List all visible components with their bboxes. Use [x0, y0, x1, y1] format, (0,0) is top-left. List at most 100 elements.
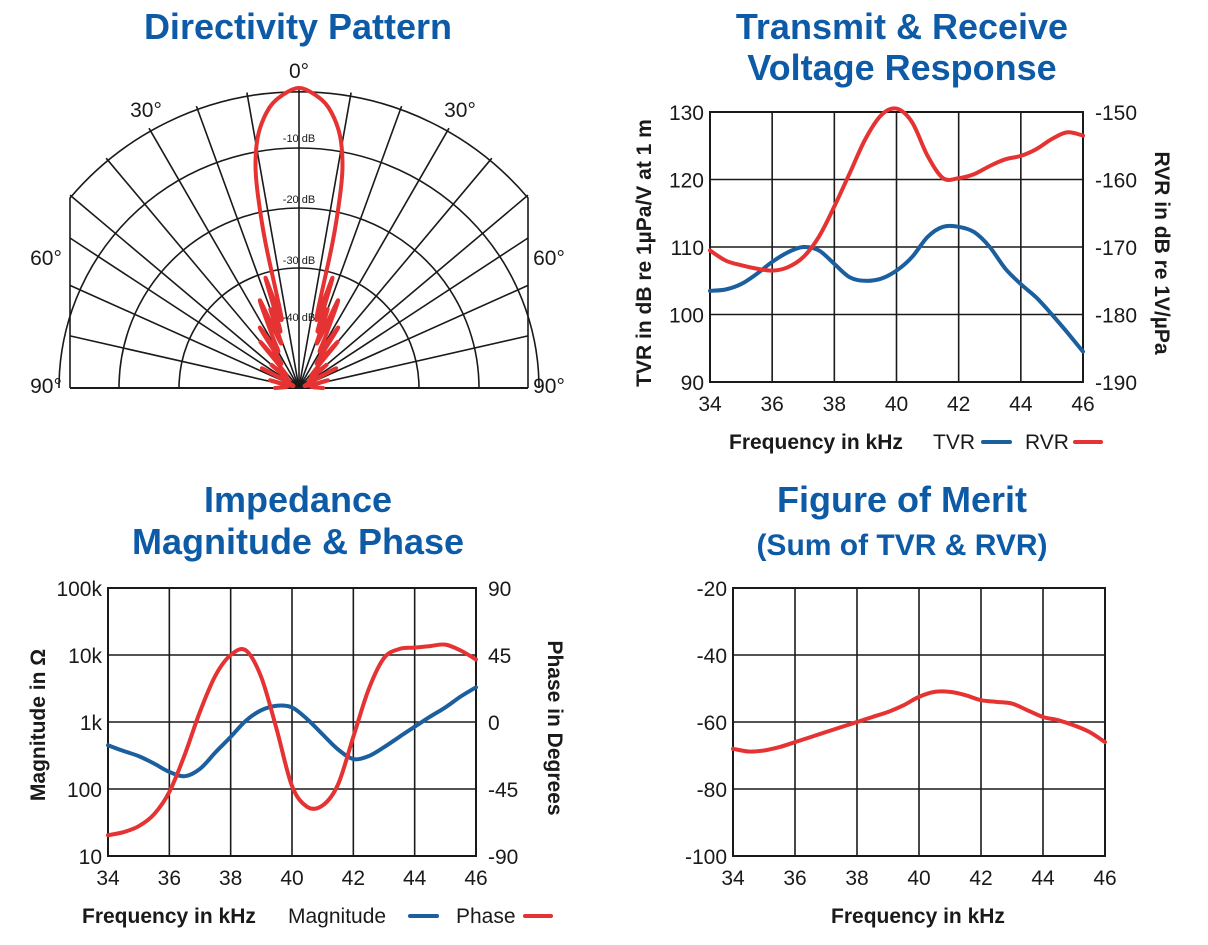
x-tick-label: 42 [969, 867, 992, 890]
y-tick-label: 10 [79, 846, 102, 869]
figure-of-merit-title: Figure of Merit [777, 479, 1027, 520]
x-tick-label: 44 [1031, 867, 1055, 890]
x-tick-label: 46 [1071, 393, 1094, 416]
angle-label-0: 0° [289, 60, 309, 83]
angle-label-90-left: 90° [30, 375, 62, 398]
y2-tick-label: -150 [1095, 102, 1137, 125]
phase-line [106, 642, 478, 838]
legend-tvr-label: TVR [933, 431, 975, 454]
x-tick-label: 36 [760, 393, 783, 416]
x-tick-label: 42 [947, 393, 970, 416]
y-tick-label: -40 [697, 645, 727, 668]
y-tick-label: 100 [669, 305, 704, 328]
figure-of-merit-subtitle: (Sum of TVR & RVR) [756, 529, 1047, 562]
y2-tick-label: 45 [488, 645, 511, 668]
x-tick-label: 42 [342, 867, 365, 890]
y2-tick-label: -170 [1095, 237, 1137, 260]
figure-of-merit-tick-labels: 34 36 38 40 42 44 46 -20 -40 -60 -80 -100 [685, 578, 1117, 890]
impedance-x-label: Frequency in kHz [82, 905, 256, 928]
y2-tick-label: 90 [488, 578, 511, 601]
y-tick-label: 100k [56, 578, 102, 601]
angle-spoke [69, 335, 300, 389]
y-tick-label: 100 [67, 779, 102, 802]
y2-tick-label: 0 [488, 712, 500, 735]
y2-tick-label: -180 [1095, 305, 1137, 328]
magnitude-line [106, 685, 478, 779]
x-tick-label: 34 [96, 867, 120, 890]
x-tick-label: 40 [280, 867, 303, 890]
impedance-title-line1: Impedance [204, 479, 392, 520]
y2-tick-label: -160 [1095, 170, 1137, 193]
x-tick-label: 38 [219, 867, 242, 890]
figure-of-merit-grid [732, 587, 1106, 857]
ring-label-20db: -20 dB [283, 194, 315, 206]
y-tick-label: 110 [671, 237, 704, 260]
angle-label-30-left: 30° [130, 99, 162, 122]
legend-phase-label: Phase [456, 905, 516, 928]
voltage-response-title-line2: Voltage Response [747, 47, 1056, 88]
x-tick-label: 46 [1093, 867, 1116, 890]
y-tick-label: 90 [681, 372, 704, 395]
angle-spoke [69, 284, 300, 389]
rvr-axis-label: RVR in dB re 1V/µPa [1150, 151, 1173, 354]
angle-label-90-right: 90° [533, 375, 565, 398]
x-tick-label: 40 [907, 867, 930, 890]
impedance-panel: Impedance Magnitude & Phase 34 36 38 40 42 44… [27, 479, 566, 928]
legend-magnitude-label: Magnitude [288, 905, 386, 928]
phase-axis-label: Phase in Degrees [543, 640, 566, 815]
ring-label-30db: -30 dB [283, 255, 315, 267]
y-tick-label: -80 [697, 779, 727, 802]
voltage-response-x-label: Frequency in kHz [729, 431, 903, 454]
angle-label-60-right: 60° [533, 247, 565, 270]
y-tick-label: 120 [669, 170, 704, 193]
ring-label-40db: -40 dB [283, 312, 315, 324]
rvr-line [708, 106, 1085, 273]
plot-frame [107, 587, 477, 857]
angle-spoke [298, 237, 529, 389]
y2-tick-label: -90 [488, 846, 518, 869]
legend-rvr-label: RVR [1025, 431, 1069, 454]
angle-spoke [69, 237, 300, 389]
figure-of-merit-panel: Figure of Merit (Sum of TVR & RVR) 34 36 3… [685, 479, 1117, 928]
angle-label-60-left: 60° [30, 247, 62, 270]
x-tick-label: 44 [1009, 393, 1033, 416]
x-tick-label: 44 [403, 867, 427, 890]
angle-spoke [298, 194, 529, 389]
y-tick-label: 1k [80, 712, 103, 735]
y-tick-label: 130 [669, 102, 704, 125]
angle-spoke [69, 194, 300, 389]
angle-spoke [298, 335, 529, 389]
tvr-axis-label: TVR in dB re 1µPa/V at 1 m [633, 119, 656, 387]
x-tick-label: 40 [885, 393, 908, 416]
plot-frame [732, 587, 1106, 857]
fom-line [731, 689, 1107, 754]
plot-frame [709, 111, 1084, 383]
impedance-title-line2: Magnitude & Phase [132, 521, 464, 562]
x-tick-label: 46 [464, 867, 487, 890]
figure-of-merit-x-label: Frequency in kHz [831, 905, 1005, 928]
magnitude-axis-label: Magnitude in Ω [27, 649, 50, 801]
x-tick-label: 34 [698, 393, 722, 416]
y-tick-label: -60 [697, 712, 727, 735]
x-tick-label: 34 [721, 867, 745, 890]
voltage-response-tick-labels: 34 36 38 40 42 44 46 130 120 110 100 90 -150 -160 -170… [669, 102, 1137, 416]
directivity-title: Directivity Pattern [144, 6, 452, 47]
impedance-tick-labels: 34 36 38 40 42 44 46 100k 10k 1k 100 10 90 45 0 -45 -90 [56, 578, 518, 890]
x-tick-label: 38 [845, 867, 868, 890]
voltage-response-grid [709, 111, 1084, 383]
x-tick-label: 36 [783, 867, 806, 890]
x-tick-label: 38 [823, 393, 846, 416]
voltage-response-title-line1: Transmit & Receive [736, 6, 1068, 47]
y2-tick-label: -190 [1095, 372, 1137, 395]
ring-label-10db: -10 dB [283, 133, 315, 145]
y-tick-label: -100 [685, 846, 727, 869]
voltage-response-panel: Transmit & Receive Voltage Response 34 36… [633, 6, 1173, 454]
beam-pattern-trace [253, 86, 345, 390]
x-tick-label: 36 [158, 867, 181, 890]
tvr-line [708, 223, 1085, 354]
angle-spoke [298, 284, 529, 389]
angle-label-30-right: 30° [444, 99, 476, 122]
y-tick-label: 10k [68, 645, 102, 668]
directivity-panel: Directivity Pattern 0° 30° 30° 60° 60° 9… [30, 6, 565, 398]
